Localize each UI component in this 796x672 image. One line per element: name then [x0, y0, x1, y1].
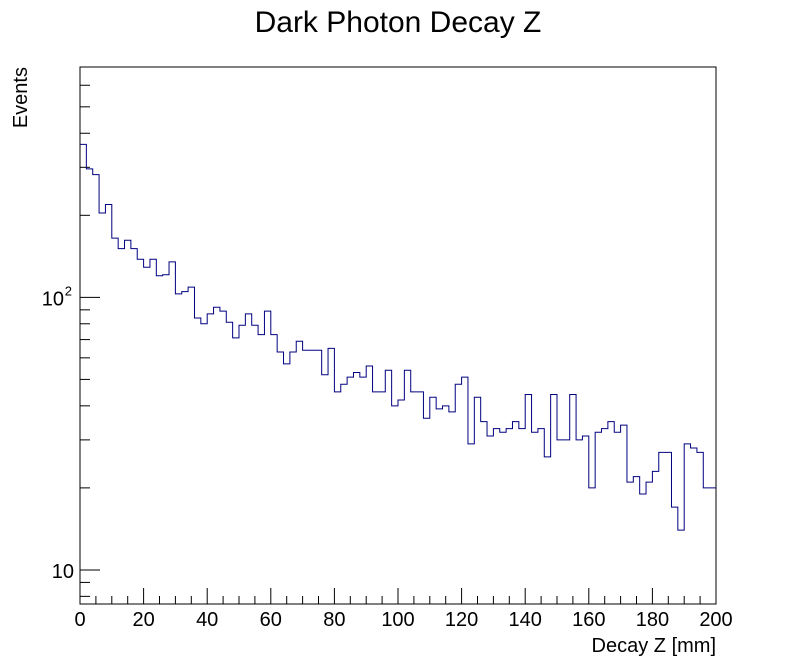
histogram-series-line — [80, 143, 716, 531]
x-axis-ticks — [79, 588, 717, 604]
chart-title: Dark Photon Decay Z — [255, 6, 542, 39]
x-tick-label: 140 — [509, 609, 542, 631]
y-axis-label: Events — [10, 67, 32, 128]
x-tick-label: 100 — [381, 609, 414, 631]
y-tick-label-exponent: 2 — [65, 283, 72, 298]
x-tick-label: 160 — [572, 609, 605, 631]
x-tick-label: 200 — [699, 609, 732, 631]
x-axis-tick-labels: 0 20 40 60 80 100 120 140 160 180 200 — [74, 609, 732, 631]
y-tick-label: 10 — [42, 288, 64, 310]
x-tick-label: 120 — [445, 609, 478, 631]
x-tick-label: 60 — [260, 609, 282, 631]
x-tick-label: 180 — [636, 609, 669, 631]
y-axis-ticks — [80, 66, 100, 597]
plot-frame — [79, 66, 717, 605]
x-tick-label: 20 — [132, 609, 154, 631]
x-tick-label: 40 — [196, 609, 218, 631]
x-tick-label: 0 — [74, 609, 85, 631]
x-axis-label: Decay Z [mm] — [592, 635, 716, 657]
y-tick-label: 10 — [52, 561, 74, 583]
x-tick-label: 80 — [323, 609, 345, 631]
